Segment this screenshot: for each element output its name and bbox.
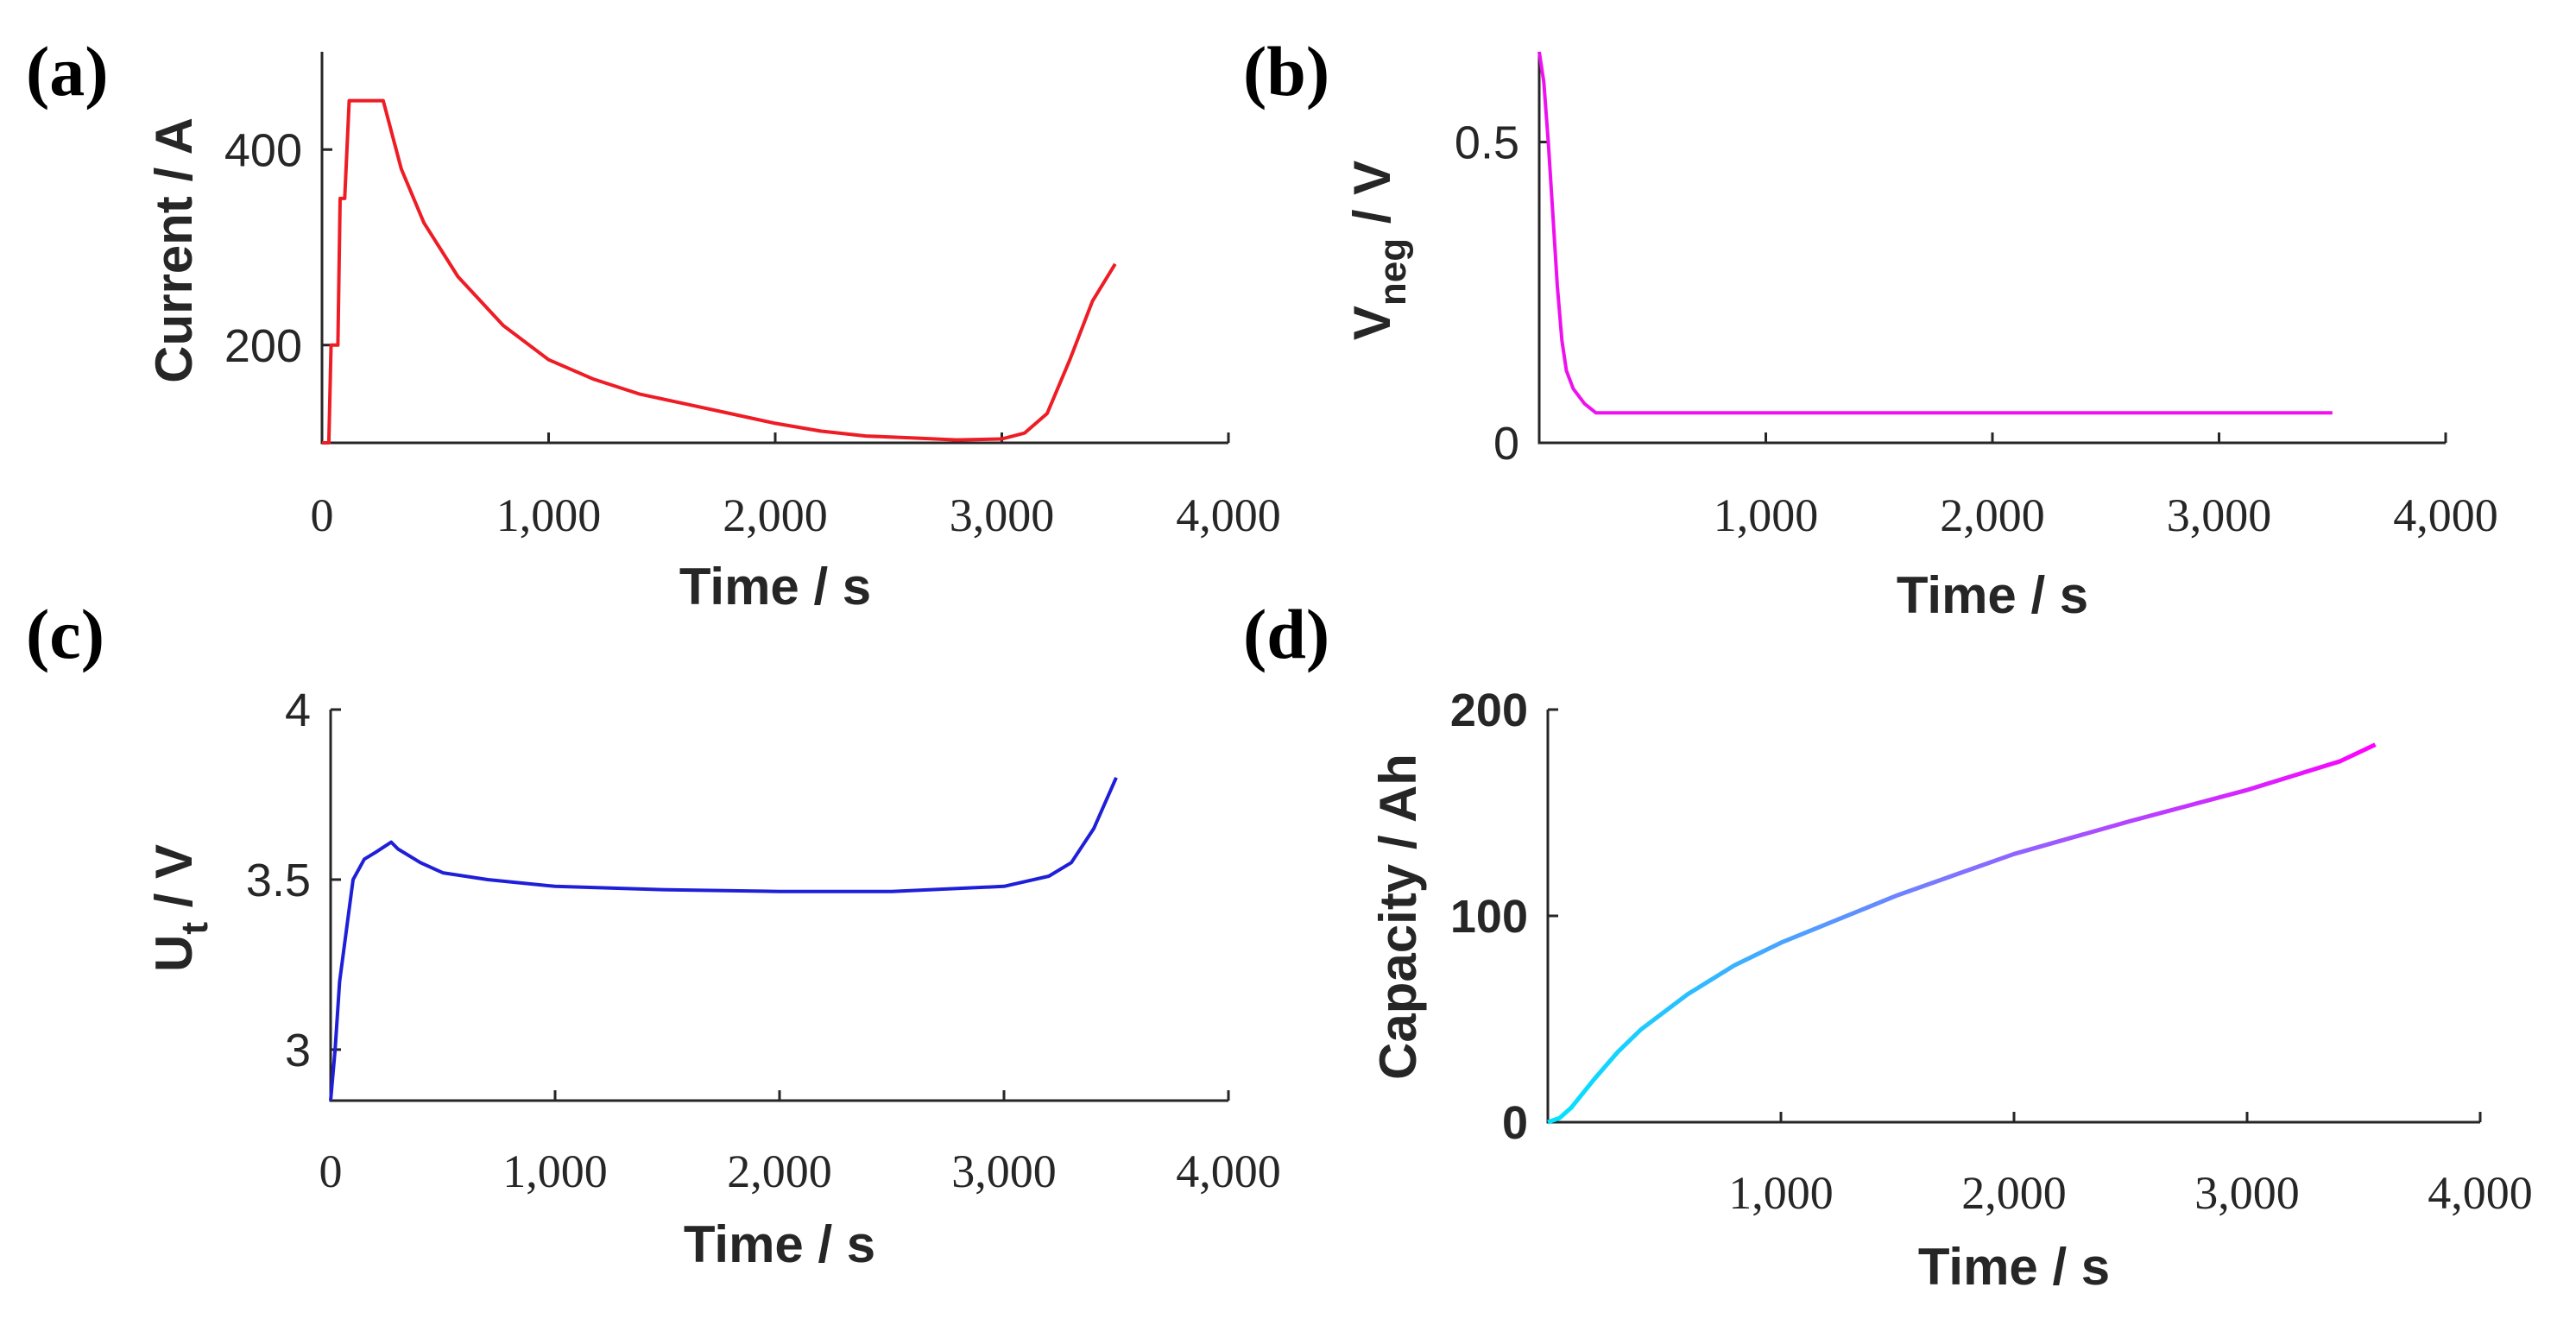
panel-label-a: (a) (26, 32, 109, 110)
panel-b-yticks: 00.5 (1455, 117, 1550, 470)
y-tick-label: 0 (1502, 1097, 1528, 1149)
panel-a-current-line (322, 98, 1117, 445)
panel-d-yticks: 0 100 200 (1450, 685, 1558, 1149)
panel-c-ylabel-rest: / V (145, 844, 203, 922)
panel-a-yticks: 200 400 (224, 124, 332, 372)
x-tick-label: 0 (311, 489, 334, 541)
panel-c-axes (329, 710, 1228, 1102)
panel-a-xlabel: Time / s (679, 558, 871, 615)
panel-b-axes (1537, 52, 2446, 445)
panel-c-ut-line (329, 776, 1118, 1101)
panel-b-ylabel: Vneg / V (1343, 161, 1414, 340)
x-tick-label: 1,000 (502, 1145, 608, 1197)
y-tick-label: 100 (1450, 891, 1528, 943)
x-tick-label: 4,000 (2393, 489, 2498, 541)
y-tick-label: 400 (224, 124, 302, 176)
panel-b-ylabel-main: V (1343, 306, 1401, 340)
x-tick-label: 3,000 (2167, 489, 2272, 541)
panel-a-xticks: 0 1,000 2,000 3,000 4,000 (311, 432, 1281, 541)
panel-label-b: (b) (1243, 32, 1329, 110)
x-tick-label: 1,000 (1728, 1167, 1834, 1219)
x-tick-label: 4,000 (1176, 489, 1281, 541)
panel-d-xlabel: Time / s (1918, 1238, 2110, 1296)
panel-d-axes (1546, 710, 2480, 1124)
x-tick-label: 4,000 (1176, 1145, 1281, 1197)
panel-c-ylabel-sub: t (174, 922, 216, 935)
y-tick-label: 200 (224, 320, 302, 372)
panel-a-ylabel: Current / A (145, 117, 203, 383)
panel-c-xticks: 0 1,000 2,000 3,000 4,000 (319, 1090, 1281, 1197)
panel-c-ylabel: Ut / V (145, 844, 216, 972)
x-tick-label: 3,000 (950, 489, 1055, 541)
panel-d-ylabel: Capacity / Ah (1369, 754, 1427, 1080)
y-tick-label: 3.5 (246, 855, 311, 906)
panel-b-ylabel-sub: neg (1372, 238, 1414, 306)
x-tick-label: 1,000 (1714, 489, 1819, 541)
x-tick-label: 2,000 (1961, 1167, 2067, 1219)
panel-d-xticks: 1,000 2,000 3,000 4,000 (1728, 1112, 2533, 1219)
panel-b-vneg: (b) 00.5 1,000 2,000 3,000 4,000 Time / s V… (1243, 32, 2498, 624)
panel-a-current: (a) 200 400 0 1,000 2,000 3,000 4,000 Time / … (26, 32, 1281, 615)
panel-c-ylabel-main: U (145, 935, 203, 972)
panel-b-vneg-line (1537, 51, 2333, 415)
y-tick-label: 200 (1450, 685, 1528, 736)
x-tick-label: 2,000 (723, 489, 828, 541)
panel-b-xlabel: Time / s (1897, 566, 2088, 624)
x-tick-label: 1,000 (496, 489, 602, 541)
panel-c-voltage: (c) 33.54 0 1,000 2,000 3,000 4,000 Time / s… (26, 595, 1281, 1273)
panel-d-capacity-line (1547, 742, 2377, 1125)
y-tick-label: 4 (285, 685, 311, 736)
y-tick-label: 3 (285, 1025, 311, 1076)
panel-a-axes (320, 52, 1228, 445)
x-tick-label: 2,000 (1940, 489, 2045, 541)
y-tick-label: 0.5 (1455, 117, 1519, 169)
panel-label-c: (c) (26, 595, 104, 673)
x-tick-label: 2,000 (727, 1145, 832, 1197)
x-tick-label: 0 (319, 1145, 343, 1197)
panel-d-capacity: (d) 0 100 200 1,000 2,000 3,000 4,000 Time / … (1243, 595, 2533, 1296)
panel-c-yticks: 33.54 (246, 685, 341, 1076)
y-tick-label: 0 (1493, 418, 1519, 470)
x-tick-label: 3,000 (951, 1145, 1057, 1197)
panel-b-ylabel-rest: / V (1343, 161, 1401, 238)
panel-c-xlabel: Time / s (684, 1215, 875, 1273)
panel-b-xticks: 1,000 2,000 3,000 4,000 (1714, 432, 2498, 541)
x-tick-label: 4,000 (2428, 1167, 2533, 1219)
panel-label-d: (d) (1243, 595, 1329, 673)
x-tick-label: 3,000 (2194, 1167, 2300, 1219)
